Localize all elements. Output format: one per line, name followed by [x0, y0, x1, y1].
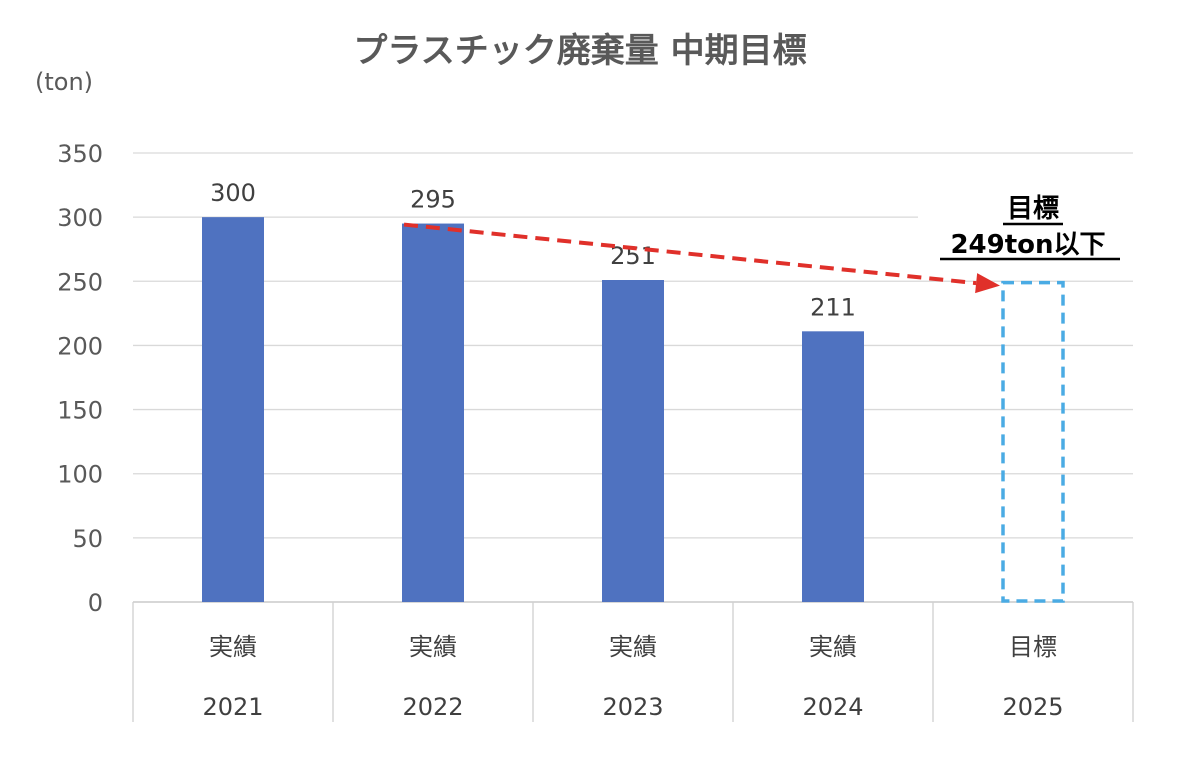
y-axis-unit-label: (ton) [35, 68, 93, 96]
trend-arrow-head [975, 273, 1000, 294]
category-year-label: 2024 [802, 693, 863, 721]
y-tick-label: 300 [57, 204, 103, 232]
target-label-line1: 目標 [1007, 194, 1059, 224]
y-tick-label: 150 [57, 397, 103, 425]
bar [202, 217, 264, 602]
category-type-label: 実績 [409, 633, 457, 661]
category-year-label: 2021 [202, 693, 263, 721]
bar-series [202, 217, 1065, 603]
trend-arrow [403, 222, 1000, 294]
bar [802, 331, 864, 602]
y-tick-label: 350 [57, 140, 103, 168]
bar [602, 280, 664, 602]
category-year-label: 2022 [402, 693, 463, 721]
chart-title: プラスチック廃棄量 中期目標 [353, 31, 806, 71]
category-year-label: 2025 [1002, 693, 1063, 721]
category-type-label: 実績 [809, 633, 857, 661]
y-tick-label: 50 [72, 525, 103, 553]
y-tick-label: 0 [88, 589, 103, 617]
data-label: 300 [210, 179, 256, 207]
y-tick-label: 200 [57, 332, 103, 360]
data-label: 295 [410, 186, 456, 214]
gridline-mask [918, 214, 1138, 221]
category-type-label: 実績 [209, 633, 257, 661]
category-type-label: 実績 [609, 633, 657, 661]
target-label-line2: 249ton以下 [950, 230, 1105, 260]
trend-arrow-line [403, 222, 977, 286]
y-tick-label: 100 [57, 461, 103, 489]
bar [402, 223, 464, 603]
target-bar [1001, 280, 1065, 603]
y-axis-tick-labels: 0 50 100 150 200 250 300 350 [57, 140, 103, 617]
category-axis: 実績 2021 実績 2022 実績 2023 実績 2024 目標 2025 [132, 602, 1134, 722]
target-annotation: 目標 249ton以下 [940, 194, 1120, 261]
category-year-label: 2023 [602, 693, 663, 721]
category-type-label: 目標 [1009, 633, 1057, 661]
data-label: 211 [810, 293, 856, 321]
y-tick-label: 250 [57, 268, 103, 296]
